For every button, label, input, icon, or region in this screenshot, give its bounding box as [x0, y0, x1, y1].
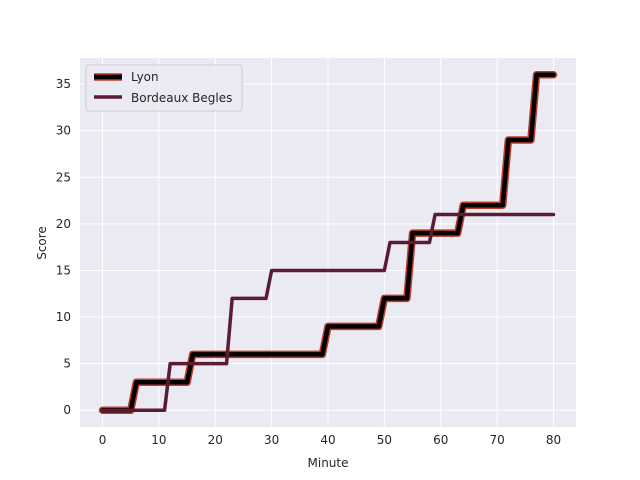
y-tick-label: 35: [56, 77, 71, 91]
x-tick-label: 10: [151, 433, 166, 447]
y-tick-label: 20: [56, 217, 71, 231]
x-tick-label: 60: [433, 433, 448, 447]
legend-box: [85, 64, 243, 112]
series-line-lyon: [100, 72, 556, 413]
y-tick-label: 25: [56, 170, 71, 184]
x-tick-label: 0: [99, 433, 107, 447]
y-tick-label: 0: [63, 403, 71, 417]
legend-label-lyon: Lyon: [131, 70, 159, 84]
y-tick-label: 10: [56, 310, 71, 324]
y-tick-label: 15: [56, 263, 71, 277]
series-layer: [98, 71, 558, 414]
x-tick-label: 20: [208, 433, 223, 447]
x-tick-label: 70: [489, 433, 504, 447]
legend-label-bordeaux-begles: Bordeaux Begles: [131, 91, 232, 105]
x-tick-label: 40: [320, 433, 335, 447]
x-tick-label: 30: [264, 433, 279, 447]
y-axis-label: Score: [35, 226, 49, 260]
y-ticks: 0 5 10 15 20 25 30 35: [56, 77, 71, 417]
legend: Lyon Bordeaux Begles: [85, 64, 243, 112]
x-ticks: 0 10 20 30 40 50 60 70 80: [99, 433, 561, 447]
x-tick-label: 80: [546, 433, 561, 447]
x-axis-label: Minute: [308, 456, 349, 470]
y-tick-label: 30: [56, 124, 71, 138]
series-line-bordeaux-begles: [100, 212, 556, 412]
y-tick-label: 5: [63, 357, 71, 371]
grid: [80, 58, 576, 427]
x-tick-label: 50: [377, 433, 392, 447]
